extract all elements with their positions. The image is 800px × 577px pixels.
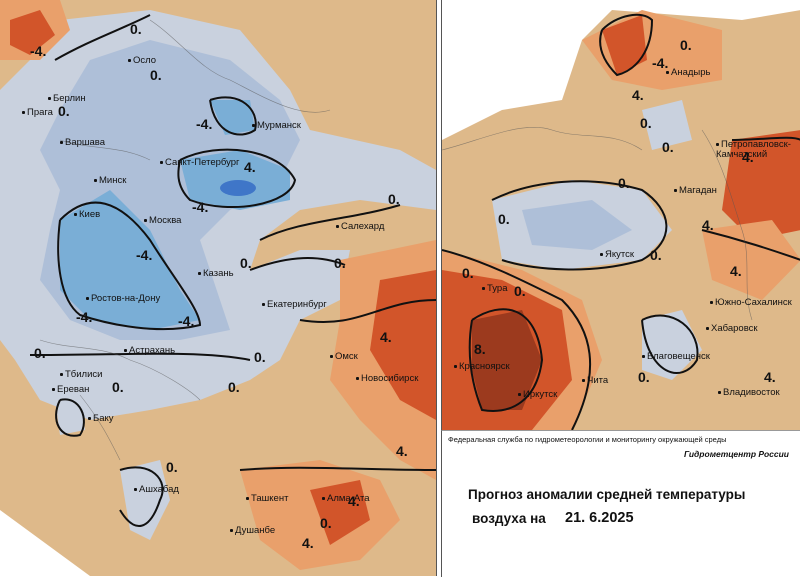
west-coastlines	[39, 19, 331, 461]
iso-label: 4.	[302, 535, 314, 551]
iso-label: 0.	[150, 67, 162, 83]
iso-label: 0.	[640, 115, 652, 131]
west-map-panel: Осло Берлин Прага Варшава Мурманск Санкт…	[0, 0, 437, 576]
iso-label: 0.	[662, 139, 674, 155]
iso-label: 8.	[474, 341, 486, 357]
city-magadan: Магадан	[674, 186, 717, 196]
city-vladivostok: Владивосток	[718, 388, 780, 398]
agency-name: Федеральная служба по гидрометеорологии …	[448, 435, 727, 444]
city-kazan: Казань	[198, 269, 234, 279]
iso-label: 0.	[680, 37, 692, 53]
iso-label: 0.	[34, 345, 46, 361]
city-salekhard: Салехард	[336, 222, 384, 232]
city-anadyr: Анадырь	[666, 68, 710, 78]
iso-label: 4.	[380, 329, 392, 345]
iso-label: 0.	[112, 379, 124, 395]
city-irkutsk: Иркутск	[518, 390, 557, 400]
city-murmansk: Мурманск	[252, 121, 301, 131]
iso-label: 4.	[632, 87, 644, 103]
map-title-line1: Прогноз аномалии средней температуры	[468, 487, 746, 502]
map-title-line2: воздуха на	[472, 511, 546, 526]
iso-label: -4.	[192, 199, 209, 215]
iso-label: 0.	[462, 265, 474, 281]
iso-label: 0.	[130, 21, 142, 37]
city-oslo: Осло	[128, 56, 156, 66]
iso-label: 0.	[320, 515, 332, 531]
city-berlin: Берлин	[48, 94, 86, 104]
east-hot-north	[602, 15, 647, 75]
east-neutral-kolyma	[642, 100, 692, 150]
city-tura: Тура	[482, 284, 507, 294]
city-ashgabat: Ашхабад	[134, 485, 179, 495]
iso-label: 0.	[240, 255, 252, 271]
city-omsk: Омск	[330, 352, 358, 362]
west-out-of-range	[0, 510, 90, 576]
iso-label: 0.	[58, 103, 70, 119]
iso-label: 0.	[228, 379, 240, 395]
iso-label: 0.	[254, 349, 266, 365]
iso-label: -4.	[30, 43, 47, 59]
iso-label: 0.	[650, 247, 662, 263]
west-hot-nw	[10, 10, 55, 55]
city-tbilisi: Тбилиси	[60, 370, 102, 380]
city-saint-petersburg: Санкт-Петербург	[160, 158, 240, 168]
city-chita: Чита	[582, 376, 608, 386]
city-kiev: Киев	[74, 210, 100, 220]
west-anomaly-map	[0, 0, 436, 576]
city-baku: Баку	[88, 414, 114, 424]
east-map-panel: Анадырь Петропавловск-Камчатский Магадан…	[441, 0, 800, 430]
east-cool-yakutia	[522, 200, 632, 250]
city-yakutsk: Якутск	[600, 250, 634, 260]
legend-box: Федеральная служба по гидрометеорологии …	[441, 430, 800, 577]
city-yerevan: Ереван	[52, 385, 89, 395]
iso-label: 4.	[396, 443, 408, 459]
city-warsaw: Варшава	[60, 138, 105, 148]
city-novosibirsk: Новосибирск	[356, 374, 418, 384]
iso-label: 0.	[166, 459, 178, 475]
city-blagoveshchensk: Благовещенск	[642, 352, 710, 362]
iso-label: 0.	[334, 255, 346, 271]
iso-label: 4.	[702, 217, 714, 233]
city-tashkent: Ташкент	[246, 494, 288, 504]
iso-label: -4.	[136, 247, 153, 263]
iso-label: -4.	[178, 313, 195, 329]
city-krasnoyarsk: Красноярск	[454, 362, 510, 372]
iso-label: 0.	[618, 175, 630, 191]
forecast-date: 21. 6.2025	[565, 510, 634, 526]
iso-label: 4.	[730, 263, 742, 279]
east-warm-okhotsk	[702, 220, 800, 300]
iso-label: 0.	[388, 191, 400, 207]
iso-label: 4.	[742, 149, 754, 165]
iso-label: 4.	[348, 493, 360, 509]
iso-label: -4.	[196, 116, 213, 132]
east-very-hot-krasnoyarsk	[472, 310, 542, 410]
iso-label: 0.	[498, 211, 510, 227]
city-astrakhan: Астрахань	[124, 346, 175, 356]
iso-label: 4.	[244, 159, 256, 175]
city-almaty: Алма-Ата	[322, 494, 370, 504]
city-prague: Прага	[22, 108, 53, 118]
city-ekaterinburg: Екатеринбург	[262, 300, 327, 310]
city-dushanbe: Душанбе	[230, 526, 275, 536]
west-very-cold-spot	[220, 180, 256, 196]
center-name: Гидрометцентр России	[683, 449, 789, 459]
city-rostov: Ростов-на-Дону	[86, 294, 160, 304]
city-petropavlovsk: Петропавловск-Камчатский	[716, 140, 800, 159]
iso-label: -4.	[652, 55, 669, 71]
iso-label: -4.	[76, 309, 93, 325]
iso-label: 0.	[638, 369, 650, 385]
city-moscow: Москва	[144, 216, 181, 226]
west-neutral-ashgabat	[120, 460, 170, 540]
city-yuzhno-sakhalinsk: Южно-Сахалинск	[710, 298, 792, 308]
iso-label: 4.	[764, 369, 776, 385]
city-minsk: Минск	[94, 176, 126, 186]
city-khabarovsk: Хабаровск	[706, 324, 758, 334]
iso-label: 0.	[514, 283, 526, 299]
